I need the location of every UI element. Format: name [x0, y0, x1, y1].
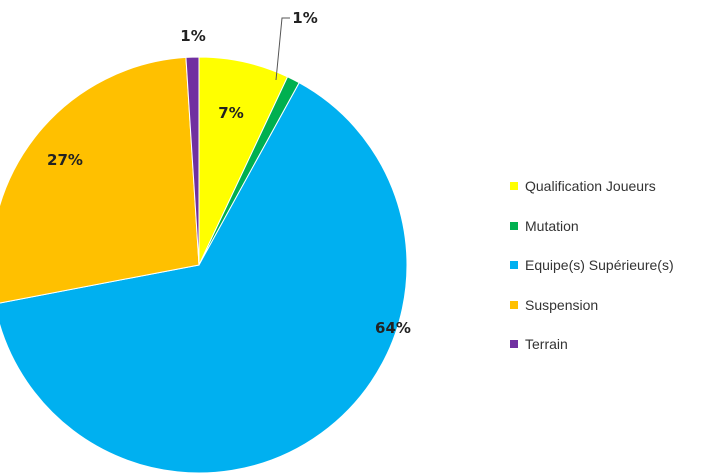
legend-item: Equipe(s) Supérieure(s) — [510, 255, 674, 275]
pie-slice-equipe-s-sup-rieure-s — [0, 82, 408, 474]
legend-item: Terrain — [510, 334, 674, 354]
legend-swatch — [510, 261, 518, 269]
legend-label: Mutation — [525, 217, 579, 234]
data-label: 1% — [180, 27, 205, 45]
legend-item: Mutation — [510, 216, 674, 236]
legend-swatch — [510, 340, 518, 348]
pie-slices — [0, 56, 408, 474]
legend-swatch — [510, 300, 518, 309]
legend-label: Suspension — [525, 296, 599, 313]
legend: Qualification Joueurs Mutation Equipe(s) S… — [510, 176, 674, 374]
pie-slice-suspension — [0, 56, 200, 304]
legend-label: Equipe(s) Supérieure(s) — [525, 257, 674, 273]
legend-label: Qualification Joueurs — [525, 178, 656, 194]
legend-swatch — [510, 221, 518, 230]
data-label: 1% — [292, 9, 317, 27]
mutation-leader-line — [275, 17, 290, 81]
legend-item: Suspension — [510, 295, 674, 315]
data-label: 27% — [47, 151, 83, 169]
pie-slice-terrain — [185, 56, 200, 266]
legend-item: Qualification Joueurs — [510, 176, 674, 196]
data-label: 64% — [375, 319, 411, 337]
data-labels: 7% 1% 64% 27% 1% — [47, 9, 411, 337]
data-label: 7% — [218, 104, 243, 122]
legend-swatch — [510, 182, 518, 190]
legend-label: Terrain — [525, 336, 568, 352]
